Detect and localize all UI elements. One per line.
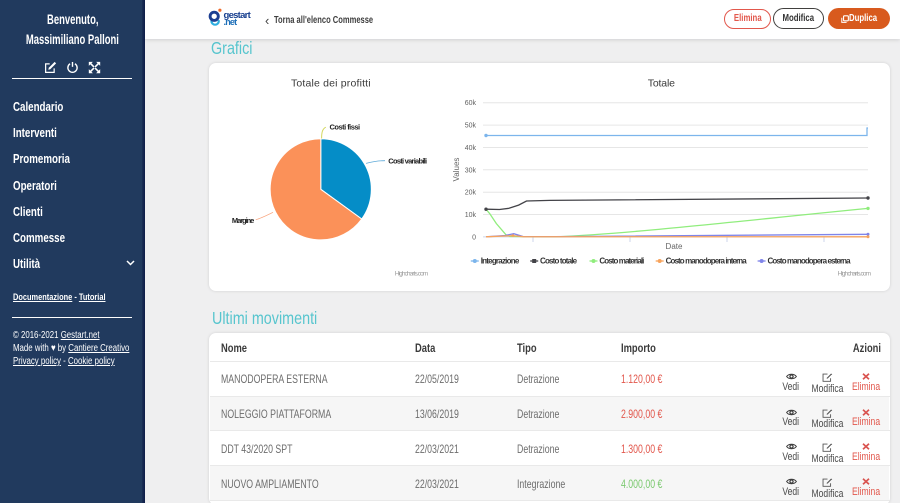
svg-text:Values: Values <box>452 158 461 182</box>
svg-text:Costi variabili: Costi variabili <box>388 156 427 165</box>
svg-text:10k: 10k <box>465 212 477 219</box>
svg-text:Margine: Margine <box>232 216 254 225</box>
svg-text:Costi fissi: Costi fissi <box>330 123 361 132</box>
svg-text:50k: 50k <box>465 123 477 130</box>
svg-text:Costo manodopera interna: Costo manodopera interna <box>666 257 748 266</box>
svg-text:Highcharts.com: Highcharts.com <box>838 271 871 278</box>
svg-text:Costo manodopera esterna: Costo manodopera esterna <box>768 257 852 266</box>
svg-text:60k: 60k <box>465 100 477 107</box>
svg-text:Totale: Totale <box>648 78 675 90</box>
svg-text:20k: 20k <box>465 190 477 197</box>
svg-text:Costo totale: Costo totale <box>540 257 578 266</box>
svg-text:.net: .net <box>224 17 238 27</box>
svg-text:Date: Date <box>666 242 683 251</box>
svg-text:40k: 40k <box>465 145 477 152</box>
svg-text:gestart: gestart <box>224 10 252 21</box>
svg-text:Highcharts.com: Highcharts.com <box>395 271 428 278</box>
svg-text:Costo materiali: Costo materiali <box>599 257 644 266</box>
svg-text:0: 0 <box>472 234 476 241</box>
svg-text:30k: 30k <box>465 167 477 174</box>
svg-text:Integrazione: Integrazione <box>481 257 520 266</box>
svg-text:Totale dei profitti: Totale dei profitti <box>291 78 371 90</box>
